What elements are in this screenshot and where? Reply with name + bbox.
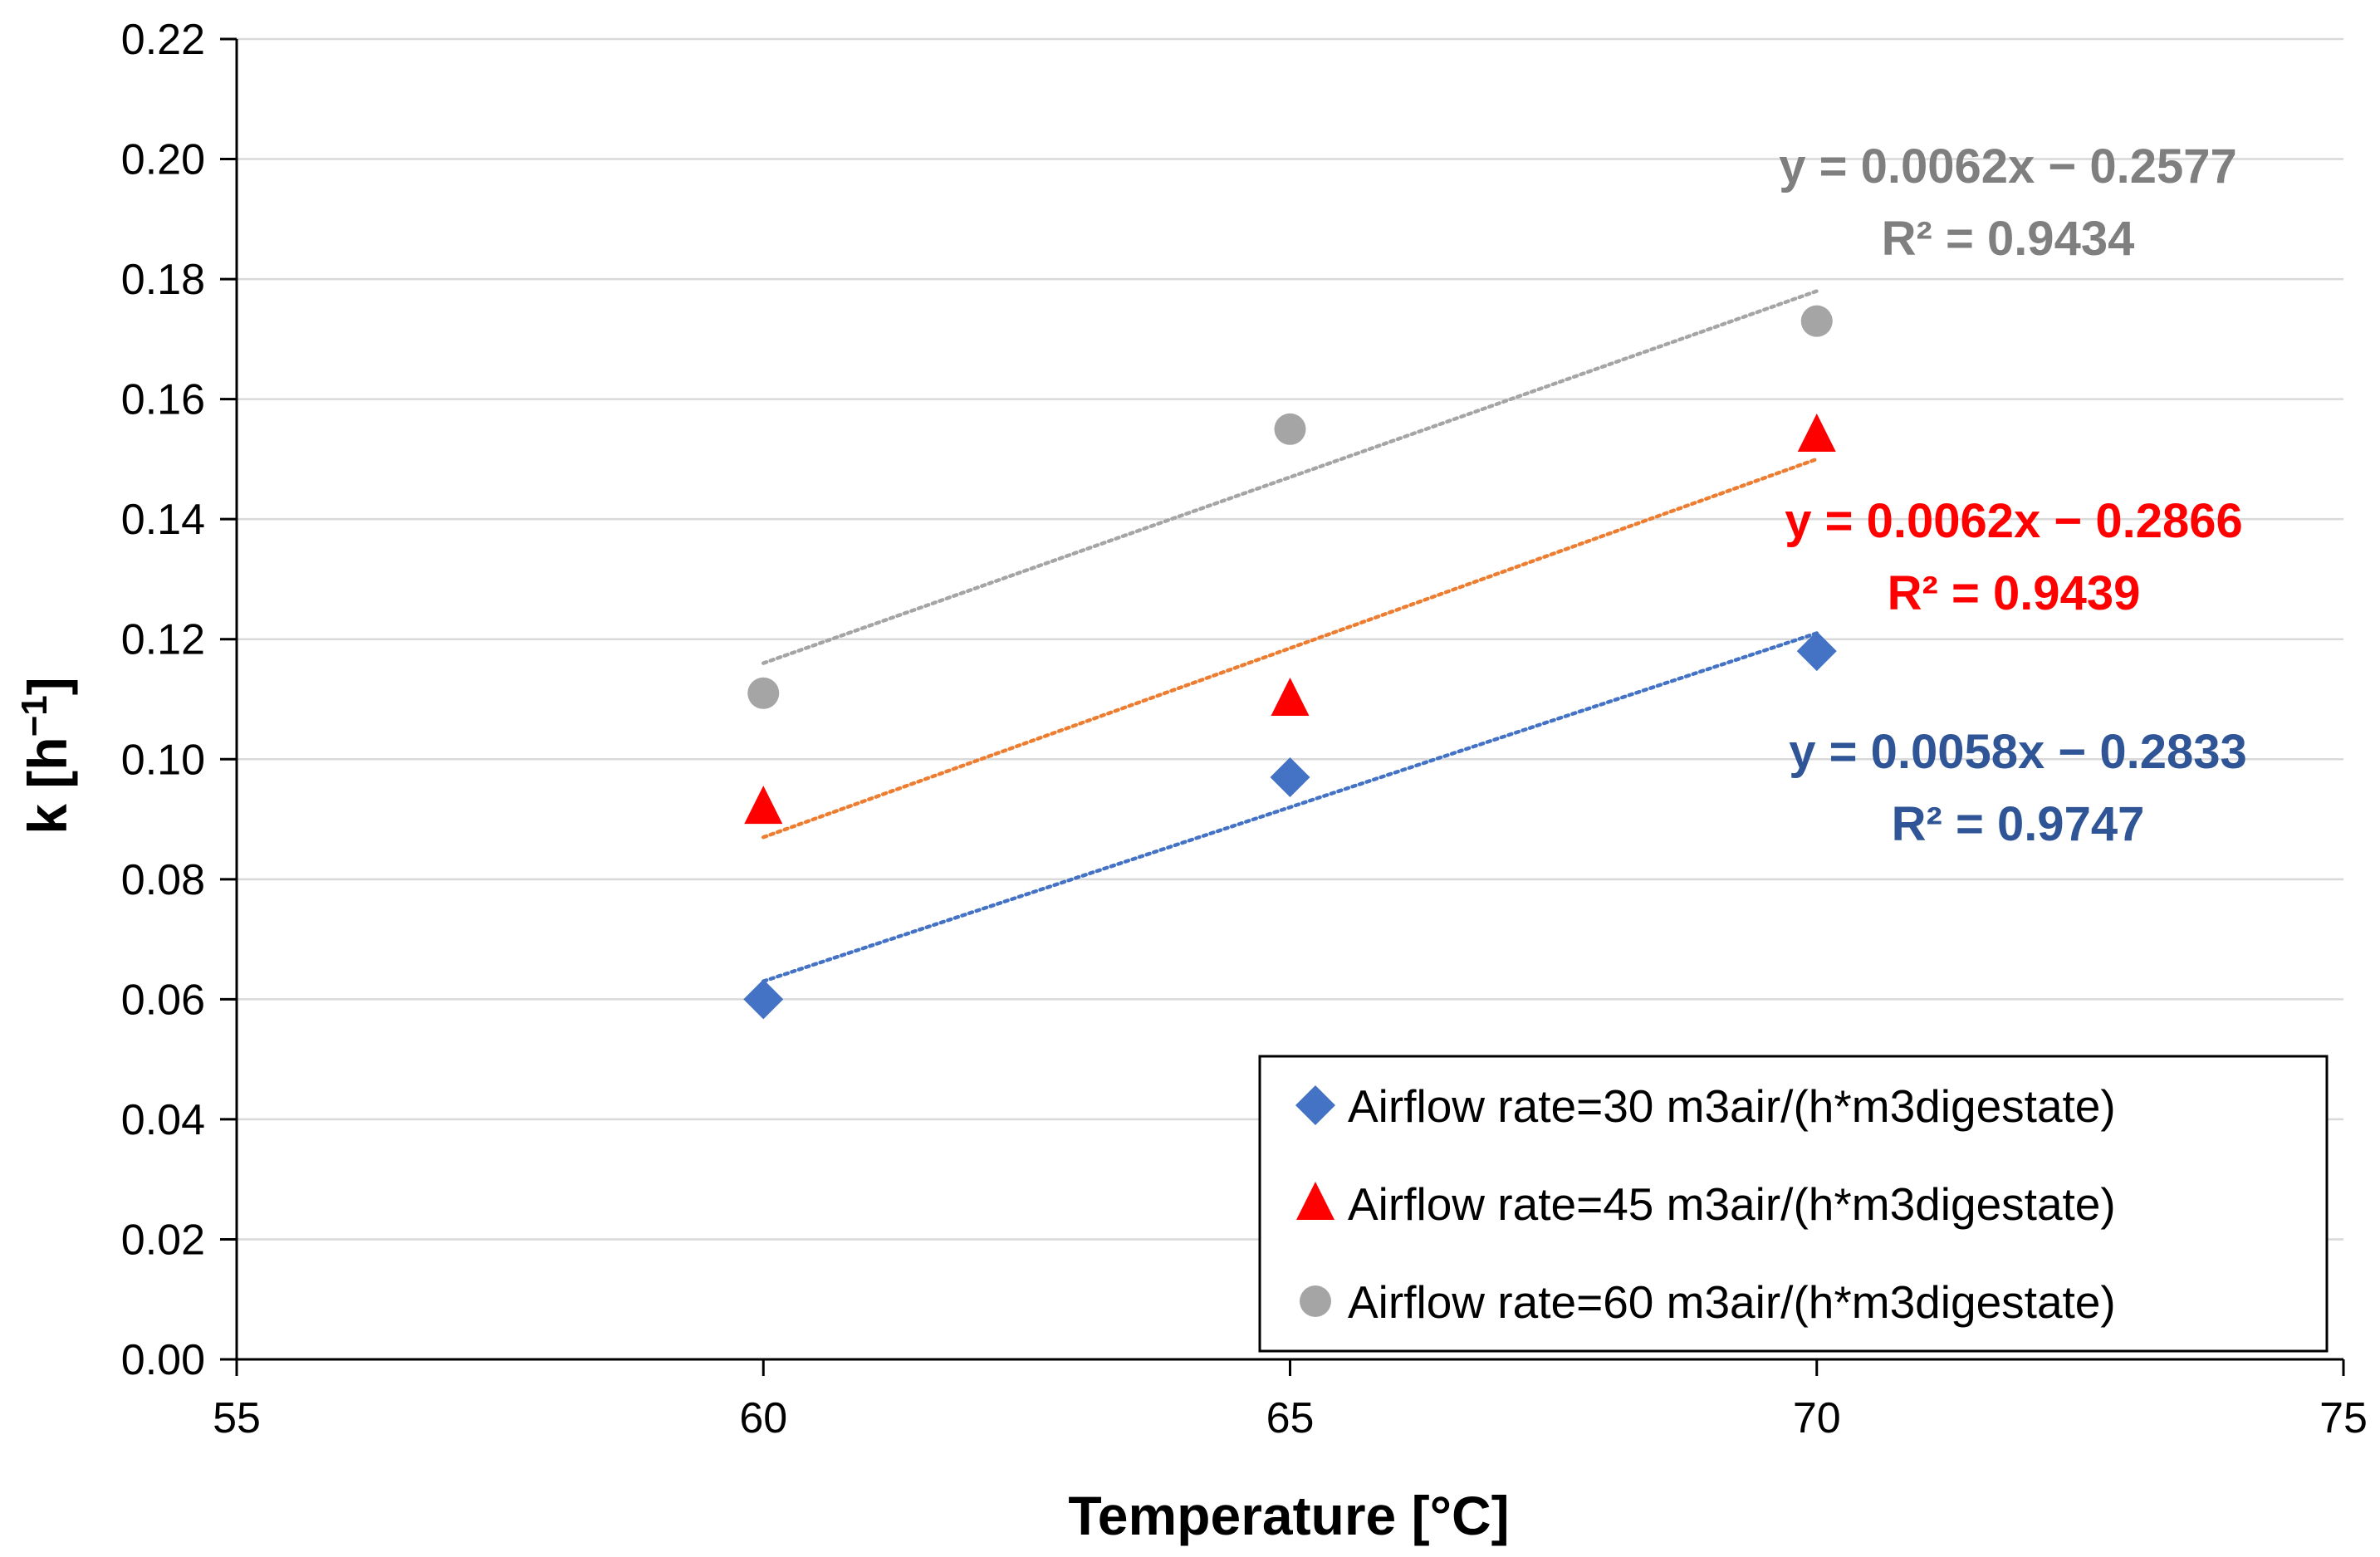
- points-layer: [743, 305, 1837, 1020]
- data-point-45: [1271, 678, 1310, 716]
- legend-box: [1258, 1055, 2329, 1353]
- legend-marker-30: [1295, 1085, 1335, 1125]
- legend-label-45: Airflow rate=45 m3air/(h*m3digestate): [1348, 1178, 2116, 1230]
- trendline-60: [762, 289, 1819, 665]
- y-tick-label: 0.06: [121, 976, 205, 1024]
- y-axis-title-main: k [h: [17, 737, 78, 834]
- ticks-layer: 0.00 0.02 0.04 0.06 0.08 0.10 0.12 0.14 0.16 0.18…: [121, 16, 2368, 1442]
- legend-marker-45: [1296, 1182, 1334, 1220]
- trendline-45: [762, 457, 1819, 840]
- y-tick-label: 0.16: [121, 376, 205, 424]
- x-tick-label: 75: [2319, 1394, 2368, 1442]
- x-tick-label: 55: [213, 1394, 261, 1442]
- legend-label-30: Airflow rate=30 m3air/(h*m3digestate): [1348, 1080, 2116, 1132]
- y-axis-title: k [h−1]: [14, 677, 78, 835]
- y-tick-label: 0.04: [121, 1096, 205, 1144]
- y-tick-label: 0.00: [121, 1336, 205, 1384]
- data-point-45: [744, 786, 783, 825]
- data-point-45: [1797, 414, 1836, 452]
- y-axis-title-suffix: ]: [17, 677, 78, 695]
- trend-r2-45: R² = 0.9439: [1888, 566, 2141, 620]
- trend-equation-60: y = 0.0062x − 0.2577: [1779, 140, 2237, 193]
- y-tick-label: 0.12: [121, 616, 205, 664]
- trend-r2-30: R² = 0.9747: [1892, 797, 2145, 851]
- y-tick-label: 0.18: [121, 256, 205, 304]
- legend-layer: Airflow rate=30 m3air/(h*m3digestate) Air…: [1258, 1055, 2329, 1353]
- y-tick-label: 0.22: [121, 16, 205, 64]
- data-point-30: [1796, 631, 1837, 672]
- data-point-60: [1274, 413, 1306, 445]
- y-tick-label: 0.20: [121, 136, 205, 184]
- y-tick-label: 0.02: [121, 1216, 205, 1264]
- x-tick-label: 70: [1793, 1394, 1841, 1442]
- x-tick-label: 60: [739, 1394, 787, 1442]
- trend-equation-30: y = 0.0058x − 0.2833: [1789, 725, 2247, 779]
- trend-layer: [762, 289, 1819, 983]
- trend-equation-45: y = 0.0062x − 0.2866: [1785, 494, 2243, 548]
- data-point-60: [747, 677, 780, 709]
- y-tick-label: 0.08: [121, 856, 205, 904]
- data-point-30: [1270, 756, 1310, 797]
- y-axis-title-superscript: −1: [14, 695, 55, 737]
- data-point-30: [743, 979, 784, 1020]
- labels-layer: y = 0.0058x − 0.2833 R² = 0.9747 y = 0.006…: [1779, 140, 2247, 851]
- x-tick-label: 65: [1266, 1394, 1315, 1442]
- legend-marker-60: [1300, 1285, 1331, 1317]
- y-tick-label: 0.14: [121, 496, 205, 544]
- trend-r2-60: R² = 0.9434: [1882, 212, 2135, 266]
- data-point-60: [1800, 305, 1833, 337]
- legend-label-60: Airflow rate=60 m3air/(h*m3digestate): [1348, 1276, 2116, 1328]
- y-tick-label: 0.10: [121, 736, 205, 784]
- trendline-30: [762, 631, 1819, 983]
- x-axis-title: Temperature [°C]: [1068, 1485, 1509, 1546]
